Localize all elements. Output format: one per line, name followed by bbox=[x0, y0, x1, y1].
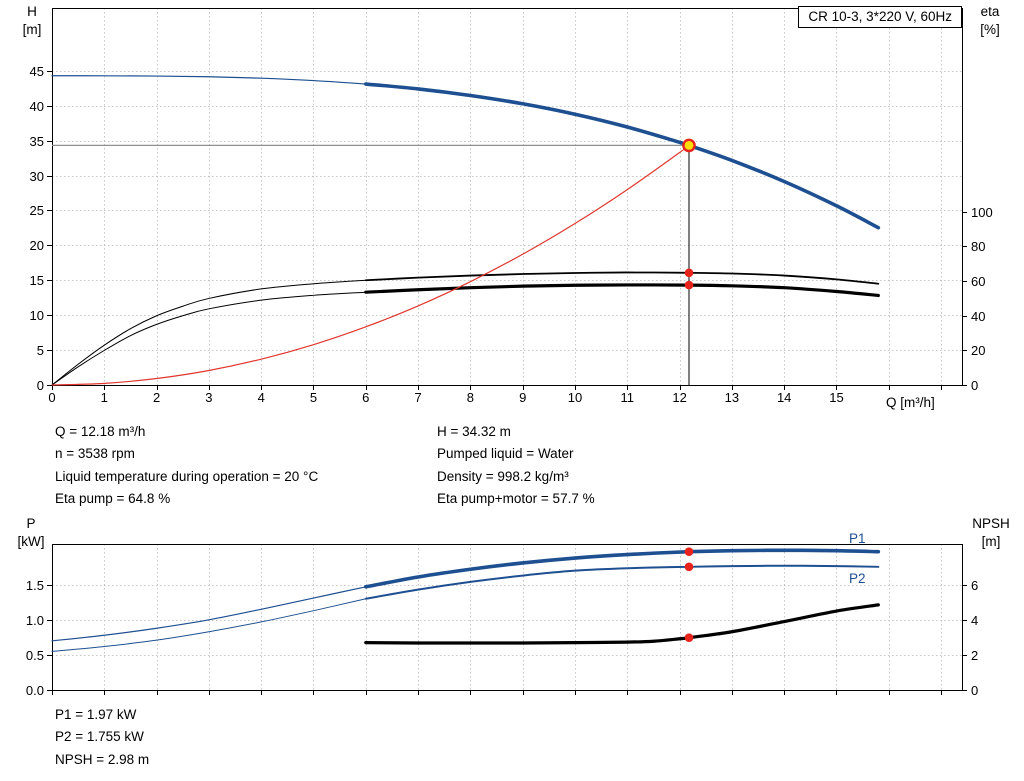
tick-label: 9 bbox=[519, 390, 526, 405]
tick-label: 4 bbox=[971, 613, 978, 628]
tick-label: 0.5 bbox=[26, 648, 44, 663]
h-axis-unit: [m] bbox=[22, 22, 42, 37]
tick-label: 6 bbox=[971, 578, 978, 593]
operating-point-marker[interactable] bbox=[682, 138, 696, 153]
p2-curve bbox=[364, 564, 880, 600]
duty-summary-left: Q = 12.18 m³/h n = 3538 rpm Liquid tempe… bbox=[55, 421, 318, 511]
pump-model-box: CR 10-3, 3*220 V, 60Hz bbox=[798, 6, 962, 28]
summary-line: Q = 12.18 m³/h bbox=[55, 424, 146, 439]
tick-label: 25 bbox=[30, 203, 44, 218]
gridlines bbox=[52, 8, 962, 385]
tick-label: 5 bbox=[37, 343, 44, 358]
tick-label: 10 bbox=[30, 308, 44, 323]
duty-point-dot bbox=[684, 280, 694, 290]
summary-line: Liquid temperature during operation = 20… bbox=[55, 468, 319, 484]
tick-label: 40 bbox=[971, 309, 985, 324]
tick-label: 6 bbox=[362, 390, 369, 405]
tick-label: 20 bbox=[971, 343, 985, 358]
summary-line: Density = 998.2 kg/m³ bbox=[437, 468, 569, 484]
duty-summary-right: H = 34.32 m Pumped liquid = Water Densit… bbox=[437, 421, 595, 511]
eta-axis-unit: [%] bbox=[980, 22, 1000, 37]
duty-point-dot bbox=[684, 268, 694, 278]
p2-series-label: P2 bbox=[849, 571, 866, 586]
p-axis-title: P [kW] bbox=[8, 515, 54, 551]
tick-label: 80 bbox=[971, 239, 985, 254]
p-axis-unit: [kW] bbox=[17, 534, 45, 549]
summary-line: Eta pump+motor = 57.7 % bbox=[437, 491, 595, 507]
result-line: NPSH = 2.98 m bbox=[55, 751, 150, 767]
plot-frame bbox=[52, 8, 963, 386]
summary-line: n = 3538 rpm bbox=[55, 446, 135, 462]
tick-label: 1 bbox=[101, 390, 108, 405]
h-axis-name: H bbox=[27, 4, 37, 19]
tick-label: 12 bbox=[672, 390, 686, 405]
duty-point-dot bbox=[684, 547, 694, 557]
tick-label: 10 bbox=[568, 390, 582, 405]
npsh-axis-title: NPSH [m] bbox=[962, 515, 1020, 551]
tick-label: 3 bbox=[205, 390, 212, 405]
result-line: P1 = 1.97 kW bbox=[55, 707, 137, 722]
tick-label: 0 bbox=[37, 378, 44, 393]
p1-curve bbox=[51, 586, 367, 642]
axis-ticks bbox=[47, 71, 967, 390]
tick-label: 45 bbox=[30, 64, 44, 79]
result-line: P2 = 1.755 kW bbox=[55, 729, 144, 745]
tick-label: 13 bbox=[725, 390, 739, 405]
tick-label: 1.0 bbox=[26, 613, 44, 628]
pump-model-label: CR 10-3, 3*220 V, 60Hz bbox=[808, 9, 952, 24]
hq-curve bbox=[51, 75, 367, 85]
summary-line: H = 34.32 m bbox=[437, 424, 511, 439]
tick-label: 60 bbox=[971, 274, 985, 289]
p2-curve bbox=[51, 598, 367, 652]
duty-point-dot bbox=[684, 633, 694, 643]
tick-label: 0 bbox=[971, 378, 978, 393]
tick-label: 15 bbox=[30, 273, 44, 288]
summary-line: Pumped liquid = Water bbox=[437, 446, 574, 462]
tick-label: 4 bbox=[258, 390, 265, 405]
duty-point-dot bbox=[684, 562, 694, 572]
tick-label: 2 bbox=[153, 390, 160, 405]
results-block: P1 = 1.97 kW P2 = 1.755 kW NPSH = 2.98 m bbox=[55, 704, 149, 771]
q-axis-title: Q [m³/h] bbox=[886, 395, 935, 410]
tick-label: 30 bbox=[30, 169, 44, 184]
tick-label: 15 bbox=[829, 390, 843, 405]
tick-label: 0 bbox=[48, 390, 55, 405]
eta-pump-curve bbox=[51, 279, 367, 386]
tick-label: 8 bbox=[467, 390, 474, 405]
tick-label: 14 bbox=[777, 390, 791, 405]
tick-label: 7 bbox=[414, 390, 421, 405]
p1-curve bbox=[363, 548, 881, 589]
hq-curve bbox=[363, 82, 881, 230]
tick-label: 35 bbox=[30, 134, 44, 149]
eta-axis-name: eta bbox=[980, 4, 1000, 19]
npsh-axis-unit: [m] bbox=[981, 534, 1001, 549]
tick-label: 1.5 bbox=[26, 578, 44, 593]
tick-label: 11 bbox=[621, 390, 635, 405]
p-axis-name: P bbox=[26, 516, 36, 531]
tick-label: 40 bbox=[30, 99, 44, 114]
tick-label: 0.0 bbox=[26, 683, 44, 698]
npsh-curve bbox=[364, 603, 880, 645]
eta-pump-motor-curve bbox=[51, 291, 367, 386]
p1-series-label: P1 bbox=[849, 531, 866, 546]
axis-tick-labels: 0.0 0.5 1.0 1.5 0 2 4 6 bbox=[26, 578, 978, 698]
tick-label: 2 bbox=[971, 648, 978, 663]
tick-label: 0 bbox=[971, 683, 978, 698]
tick-label: 5 bbox=[310, 390, 317, 405]
power-npsh-chart: 0.0 0.5 1.0 1.5 0 2 4 6 bbox=[26, 544, 978, 698]
h-axis-title: H [m] bbox=[10, 3, 54, 39]
tick-label: 100 bbox=[971, 205, 993, 220]
eta-pump-curve bbox=[364, 271, 880, 285]
npsh-axis-name: NPSH bbox=[972, 516, 1010, 531]
eta-axis-title: eta [%] bbox=[964, 3, 1016, 39]
system-curve bbox=[51, 144, 690, 386]
eta-pump-motor-curve bbox=[364, 283, 880, 298]
plot-frame bbox=[52, 544, 963, 691]
axis-ticks bbox=[47, 585, 967, 695]
tick-label: 20 bbox=[30, 238, 44, 253]
summary-line: Eta pump = 64.8 % bbox=[55, 491, 171, 507]
